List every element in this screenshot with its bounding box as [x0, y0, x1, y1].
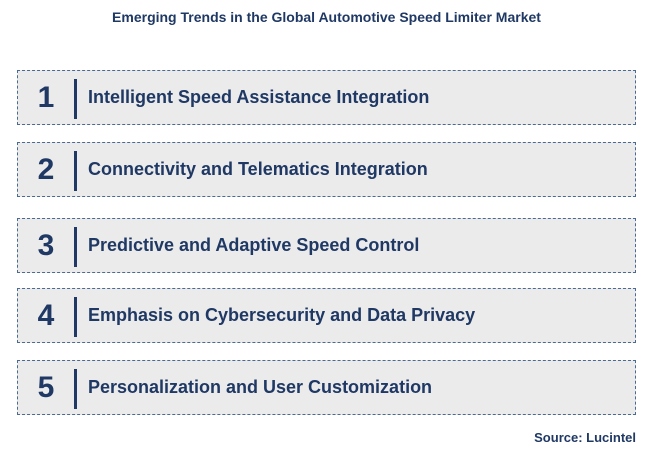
trend-label-1: Intelligent Speed Assistance Integration	[88, 87, 430, 107]
trend-label-2: Connectivity and Telematics Integration	[88, 159, 428, 179]
trend-divider-1	[74, 79, 77, 119]
trend-number-2: 2	[37, 152, 55, 186]
trend-label-5: Personalization and User Customization	[88, 377, 433, 397]
source-credit: Source: Lucintel	[534, 430, 636, 445]
trend-label-3: Predictive and Adaptive Speed Control	[88, 235, 420, 255]
trend-divider-2	[74, 151, 77, 191]
trend-item-1: 1 Intelligent Speed Assistance Integrati…	[17, 70, 636, 125]
trend-number-1: 1	[37, 80, 55, 114]
diagram-title: Emerging Trends in the Global Automotive…	[112, 9, 541, 25]
trend-item-3: 3 Predictive and Adaptive Speed Control	[17, 218, 636, 273]
trend-number-5: 5	[37, 370, 55, 404]
trend-item-4: 4 Emphasis on Cybersecurity and Data Pri…	[17, 288, 636, 343]
trend-divider-4	[74, 297, 77, 337]
trend-divider-3	[74, 227, 77, 267]
trend-number-4: 4	[37, 298, 55, 332]
trend-item-2: 2 Connectivity and Telematics Integratio…	[17, 142, 636, 197]
trend-divider-5	[74, 369, 77, 409]
trend-item-5: 5 Personalization and User Customization	[17, 360, 636, 415]
trend-number-3: 3	[37, 228, 55, 262]
trend-label-4: Emphasis on Cybersecurity and Data Priva…	[88, 305, 476, 325]
